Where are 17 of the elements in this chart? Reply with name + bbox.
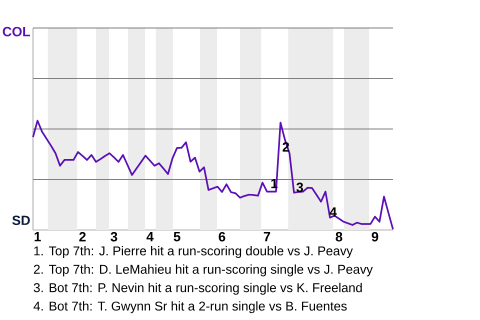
x-tick-label: 5 [174,232,180,242]
annotation: 4 [330,207,337,217]
text: SD [12,216,30,226]
x-tick-label: 1 [34,232,41,242]
x-tick-label: 7 [264,232,270,242]
annotation: 3 [296,182,304,192]
text: 3. Bot 7th: P. Nevin hit a run-scoring single vs K. Freeland [34,282,362,295]
x-tick-label: 4 [146,232,154,242]
x-tick-label: 9 [372,232,378,242]
text: 2. Top 7th: D. LeMahieu hit a run-scoring single vs J. Peavy [34,264,373,276]
x-tick-label: 8 [336,232,342,242]
text: COL [2,26,30,36]
text: 4. Bot 7th: T. Gwynn Sr hit a 2-run single vs B. Fuentes [34,301,347,314]
x-tick-label: 6 [218,232,226,242]
x-tick-label: 3 [110,232,118,242]
text: 1. Top 7th: J. Pierre hit a run-scoring double vs J. Peavy [34,246,353,258]
x-tick-label: 2 [79,232,86,242]
